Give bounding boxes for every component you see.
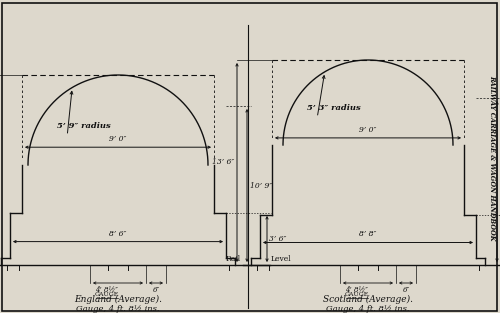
Text: 5’ 9″ radius: 5’ 9″ radius xyxy=(57,122,111,130)
Text: 6″: 6″ xyxy=(152,286,160,294)
Text: GAUGE: GAUGE xyxy=(344,292,369,297)
Text: England (Average).: England (Average). xyxy=(74,295,162,304)
Text: Level: Level xyxy=(271,255,291,263)
Text: 10’ 9″: 10’ 9″ xyxy=(250,182,272,189)
FancyBboxPatch shape xyxy=(2,3,497,311)
Text: 9’ 0″: 9’ 0″ xyxy=(110,135,126,143)
Text: Rail: Rail xyxy=(226,255,241,263)
Text: Scotland (Average).: Scotland (Average). xyxy=(323,295,413,304)
Text: 3’ 6″: 3’ 6″ xyxy=(269,235,286,243)
Text: 8’ 8″: 8’ 8″ xyxy=(360,230,376,239)
Text: 6″: 6″ xyxy=(402,286,409,294)
Text: 13’ 6″: 13’ 6″ xyxy=(212,158,234,167)
Text: 5’ 3″ radius: 5’ 3″ radius xyxy=(307,104,361,112)
Text: 4’ 8½″: 4’ 8½″ xyxy=(96,286,118,294)
Text: 8’ 6″: 8’ 6″ xyxy=(110,230,126,238)
Text: Gauge, 4 ft. 8½ ins.: Gauge, 4 ft. 8½ ins. xyxy=(76,305,160,313)
Text: 9’ 0″: 9’ 0″ xyxy=(360,126,376,134)
Text: GAUGE: GAUGE xyxy=(94,292,119,297)
Text: 4’ 8½″: 4’ 8½″ xyxy=(346,286,368,294)
Text: Gauge, 4 ft. 8½ ins.: Gauge, 4 ft. 8½ ins. xyxy=(326,305,410,313)
Text: RAILWAY CARRIAGE & WAGON HANDBOOK: RAILWAY CARRIAGE & WAGON HANDBOOK xyxy=(488,75,496,241)
